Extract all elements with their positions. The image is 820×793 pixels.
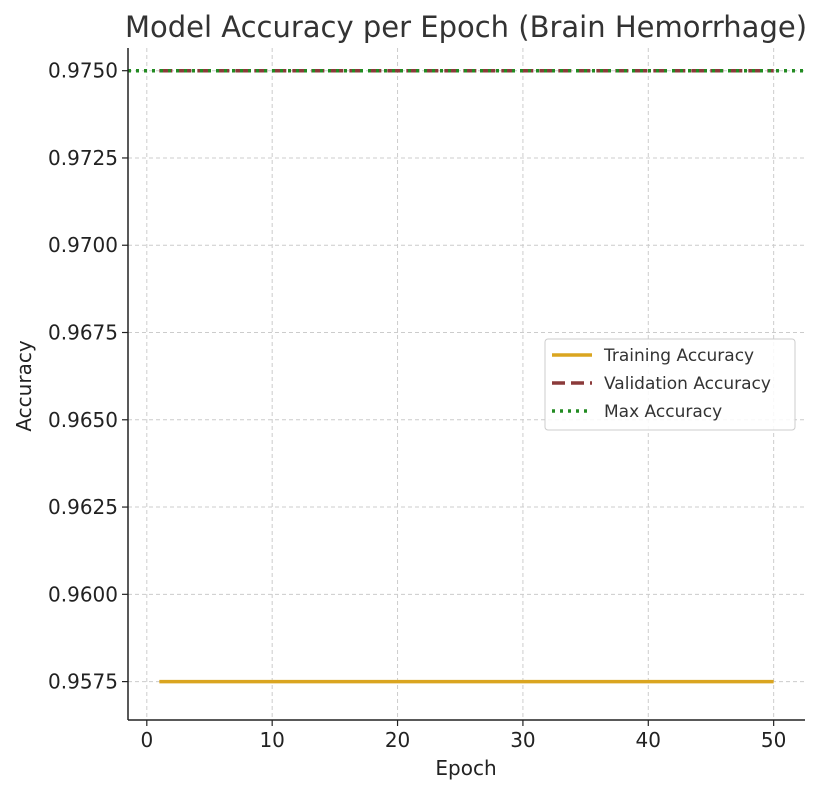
legend-label-max-accuracy: Max Accuracy xyxy=(604,402,722,422)
axes: 0 10 20 30 40 50 0.9575 0.9600 0.9625 0.9650 0.967… xyxy=(48,48,805,752)
x-axis-label: Epoch xyxy=(435,756,496,780)
x-tick-label: 10 xyxy=(259,728,284,752)
x-tick-label: 20 xyxy=(385,728,410,752)
y-tick-label: 0.9600 xyxy=(48,582,118,606)
series-layer xyxy=(128,68,805,684)
y-tick-label: 0.9625 xyxy=(48,495,118,519)
legend: Training Accuracy Validation Accuracy Max … xyxy=(544,338,796,431)
y-tick-label: 0.9700 xyxy=(48,233,118,257)
legend-box xyxy=(544,338,796,431)
y-tick-label: 0.9650 xyxy=(48,408,118,432)
y-tick-label: 0.9750 xyxy=(48,59,118,83)
y-tick-label: 0.9675 xyxy=(48,321,118,345)
x-tick-label: 30 xyxy=(510,728,535,752)
x-tick-label: 50 xyxy=(761,728,786,752)
chart-title: Model Accuracy per Epoch (Brain Hemorrha… xyxy=(125,10,807,44)
x-tick-label: 0 xyxy=(140,728,153,752)
y-axis-label: Accuracy xyxy=(12,340,36,431)
legend-label-training-accuracy: Training Accuracy xyxy=(603,346,754,366)
y-tick-label: 0.9725 xyxy=(48,146,118,170)
x-tick-label: 40 xyxy=(636,728,661,752)
y-tick-label: 0.9575 xyxy=(48,670,118,694)
legend-label-validation-accuracy: Validation Accuracy xyxy=(604,374,771,394)
